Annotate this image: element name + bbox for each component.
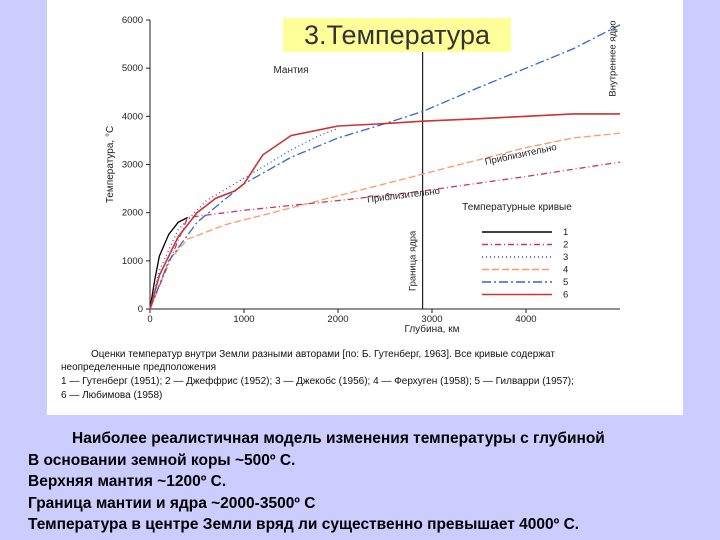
y-axis-label: Температура, °С: [105, 126, 116, 203]
slide-body: Наиболее реалистичная модель изменения т…: [28, 428, 718, 536]
y-tick-label: 1000: [122, 256, 143, 267]
slide-title: 3.Температура: [283, 18, 511, 52]
series-line-3: [149, 127, 339, 310]
chart-legend: Температурные кривые 1 23 45 6: [462, 202, 572, 301]
legend-label-6: 6: [563, 290, 568, 301]
legend-label-3: 3: [563, 252, 568, 263]
body-line-2: В основании земной коры ~500º С.: [28, 451, 296, 469]
y-tick-label: 0: [138, 304, 143, 315]
legend-label-1: 1: [563, 227, 568, 238]
figure-caption-line-4: 6 — Любимова (1958): [61, 390, 163, 401]
body-line-4: Граница мантии и ядра ~2000-3500º С: [28, 494, 316, 512]
series-line-4: [149, 132, 621, 310]
x-tick-label: 1000: [233, 314, 254, 325]
approx-lower-label: Приблизительно: [367, 186, 441, 206]
chart-ticks: 0 1000 2000 3000 4000 0 1000 2000 3000 4000 5000 60…: [105, 15, 537, 335]
chart-axes: [149, 20, 620, 310]
figure-caption-line-1: Оценки температур внутри Земли разными а…: [91, 349, 555, 360]
figure-image: 0 1000 2000 3000 4000 0 1000 2000 3000 4000 5000 60…: [47, 0, 683, 415]
y-tick-label: 2000: [122, 208, 143, 219]
legend-label-4: 4: [563, 265, 568, 276]
x-tick-label: 4000: [515, 314, 536, 325]
body-line-5: Температура в центре Земли вряд ли сущес…: [28, 516, 580, 533]
chart-series: [149, 24, 621, 310]
y-tick-label: 6000: [122, 15, 143, 26]
x-tick-label: 0: [147, 314, 152, 325]
figure-caption-line-3: 1 — Гутенберг (1951); 2 — Джеффрис (1952…: [61, 376, 574, 387]
legend-label-5: 5: [563, 277, 568, 288]
mantle-label: Мантия: [273, 65, 308, 76]
figure-caption-line-2: неопределенные предположения: [61, 362, 217, 373]
series-line-1: [149, 216, 188, 310]
core-boundary-label: Граница ядра: [408, 230, 419, 291]
legend-title: Температурные кривые: [462, 202, 572, 213]
x-axis-label: Глубина, км: [404, 323, 459, 335]
x-tick-label: 3000: [421, 314, 442, 325]
y-tick-label: 5000: [122, 63, 143, 74]
body-line-3: Верхняя мантия ~1200º С.: [28, 473, 227, 490]
body-line-1: Наиболее реалистичная модель изменения т…: [72, 430, 605, 447]
temperature-chart: 0 1000 2000 3000 4000 0 1000 2000 3000 4000 5000 60…: [105, 15, 621, 335]
y-tick-label: 4000: [122, 111, 143, 122]
x-tick-label: 2000: [327, 314, 348, 325]
series-line-2: [149, 161, 621, 310]
series-line-6: [149, 113, 620, 310]
approx-upper-label: Приблизительно: [484, 142, 558, 168]
series-line-5: [149, 24, 621, 310]
y-tick-label: 3000: [122, 160, 143, 171]
inner-core-label: Внутреннее ядро: [607, 20, 618, 96]
legend-label-2: 2: [563, 240, 568, 251]
